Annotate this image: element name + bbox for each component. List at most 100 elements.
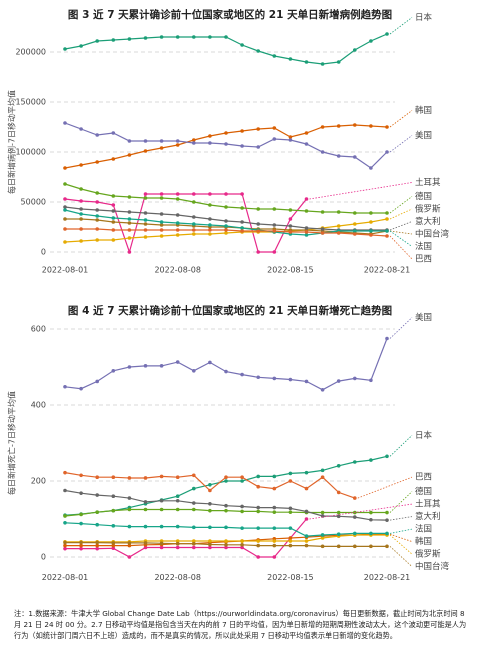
data-point — [369, 211, 373, 215]
data-point — [272, 126, 277, 130]
charts: 图 3 近 7 天累计确诊前十位国家或地区的 21 天单日新增病例趋势图每日新增… — [7, 8, 450, 582]
data-point — [159, 139, 164, 143]
data-point — [288, 506, 293, 511]
data-point — [304, 197, 309, 201]
data-point — [159, 220, 164, 224]
data-point — [159, 545, 164, 550]
data-point — [336, 464, 341, 468]
label-leader — [389, 546, 413, 567]
data-point — [79, 127, 83, 131]
data-point — [353, 211, 357, 215]
data-point — [111, 524, 116, 528]
data-point — [79, 521, 83, 526]
data-point — [79, 199, 83, 203]
data-point — [385, 32, 389, 36]
data-point — [143, 149, 148, 153]
data-point — [175, 524, 180, 529]
data-point — [111, 543, 116, 548]
data-point — [272, 486, 277, 491]
label-leader — [389, 235, 413, 260]
data-point — [208, 203, 212, 207]
data-point — [127, 555, 132, 559]
data-point — [127, 217, 132, 221]
data-point — [224, 142, 228, 146]
data-point — [95, 200, 99, 204]
data-point — [320, 475, 325, 480]
data-point — [79, 44, 83, 48]
data-point — [79, 227, 83, 231]
data-point — [63, 521, 67, 525]
data-point — [111, 541, 116, 545]
data-point — [111, 508, 116, 513]
data-point — [288, 217, 293, 221]
data-point — [95, 133, 99, 137]
data-point — [143, 545, 148, 550]
data-point — [353, 544, 357, 549]
data-point — [63, 488, 67, 493]
data-point — [192, 215, 196, 219]
data-point — [353, 229, 357, 233]
data-point — [175, 35, 180, 39]
data-point — [304, 470, 309, 475]
data-point — [63, 540, 67, 545]
data-point — [353, 515, 357, 519]
data-point — [127, 210, 132, 214]
data-point — [385, 510, 389, 515]
label-leader — [389, 196, 413, 214]
legend-label: 日本 — [415, 430, 433, 441]
data-point — [208, 539, 212, 543]
data-point — [320, 510, 325, 515]
data-point — [127, 153, 132, 157]
data-point — [159, 196, 164, 200]
data-point — [63, 546, 67, 551]
data-point — [240, 229, 244, 233]
data-point — [95, 39, 99, 43]
data-point — [63, 227, 67, 231]
data-point — [224, 545, 228, 550]
data-point — [272, 505, 277, 510]
label-leader — [389, 230, 413, 235]
data-point — [304, 60, 309, 64]
legend-label: 德国 — [415, 191, 432, 202]
data-point — [192, 501, 196, 505]
label-leader — [389, 528, 413, 534]
data-point — [208, 141, 212, 145]
data-point — [175, 143, 180, 147]
data-point — [272, 376, 277, 381]
data-point — [95, 191, 99, 195]
legend-label: 法国 — [415, 524, 432, 535]
data-point — [111, 238, 116, 242]
data-point — [385, 125, 389, 129]
legend-label: 土耳其 — [415, 177, 441, 188]
data-point — [240, 144, 244, 148]
data-point — [320, 210, 325, 214]
data-point — [192, 141, 196, 145]
series-line — [65, 518, 307, 558]
data-point — [353, 48, 357, 52]
data-point — [95, 522, 99, 527]
data-point — [240, 504, 244, 509]
legend-label: 中国台湾 — [415, 229, 450, 240]
data-point — [224, 219, 228, 223]
data-point — [224, 192, 228, 196]
data-point — [320, 536, 325, 540]
data-point — [95, 546, 99, 551]
data-point — [208, 488, 212, 493]
data-point — [224, 475, 228, 480]
data-point — [111, 194, 116, 198]
data-point — [256, 484, 261, 489]
data-point — [224, 369, 228, 374]
data-point — [63, 121, 67, 125]
data-point — [369, 166, 373, 170]
data-point — [304, 517, 309, 521]
data-point — [111, 475, 116, 480]
data-point — [175, 494, 180, 499]
data-point — [288, 377, 293, 382]
data-point — [256, 207, 261, 211]
data-point — [63, 240, 67, 244]
data-point — [192, 545, 196, 550]
data-point — [288, 135, 293, 139]
data-point — [272, 526, 277, 530]
data-point — [256, 555, 261, 559]
